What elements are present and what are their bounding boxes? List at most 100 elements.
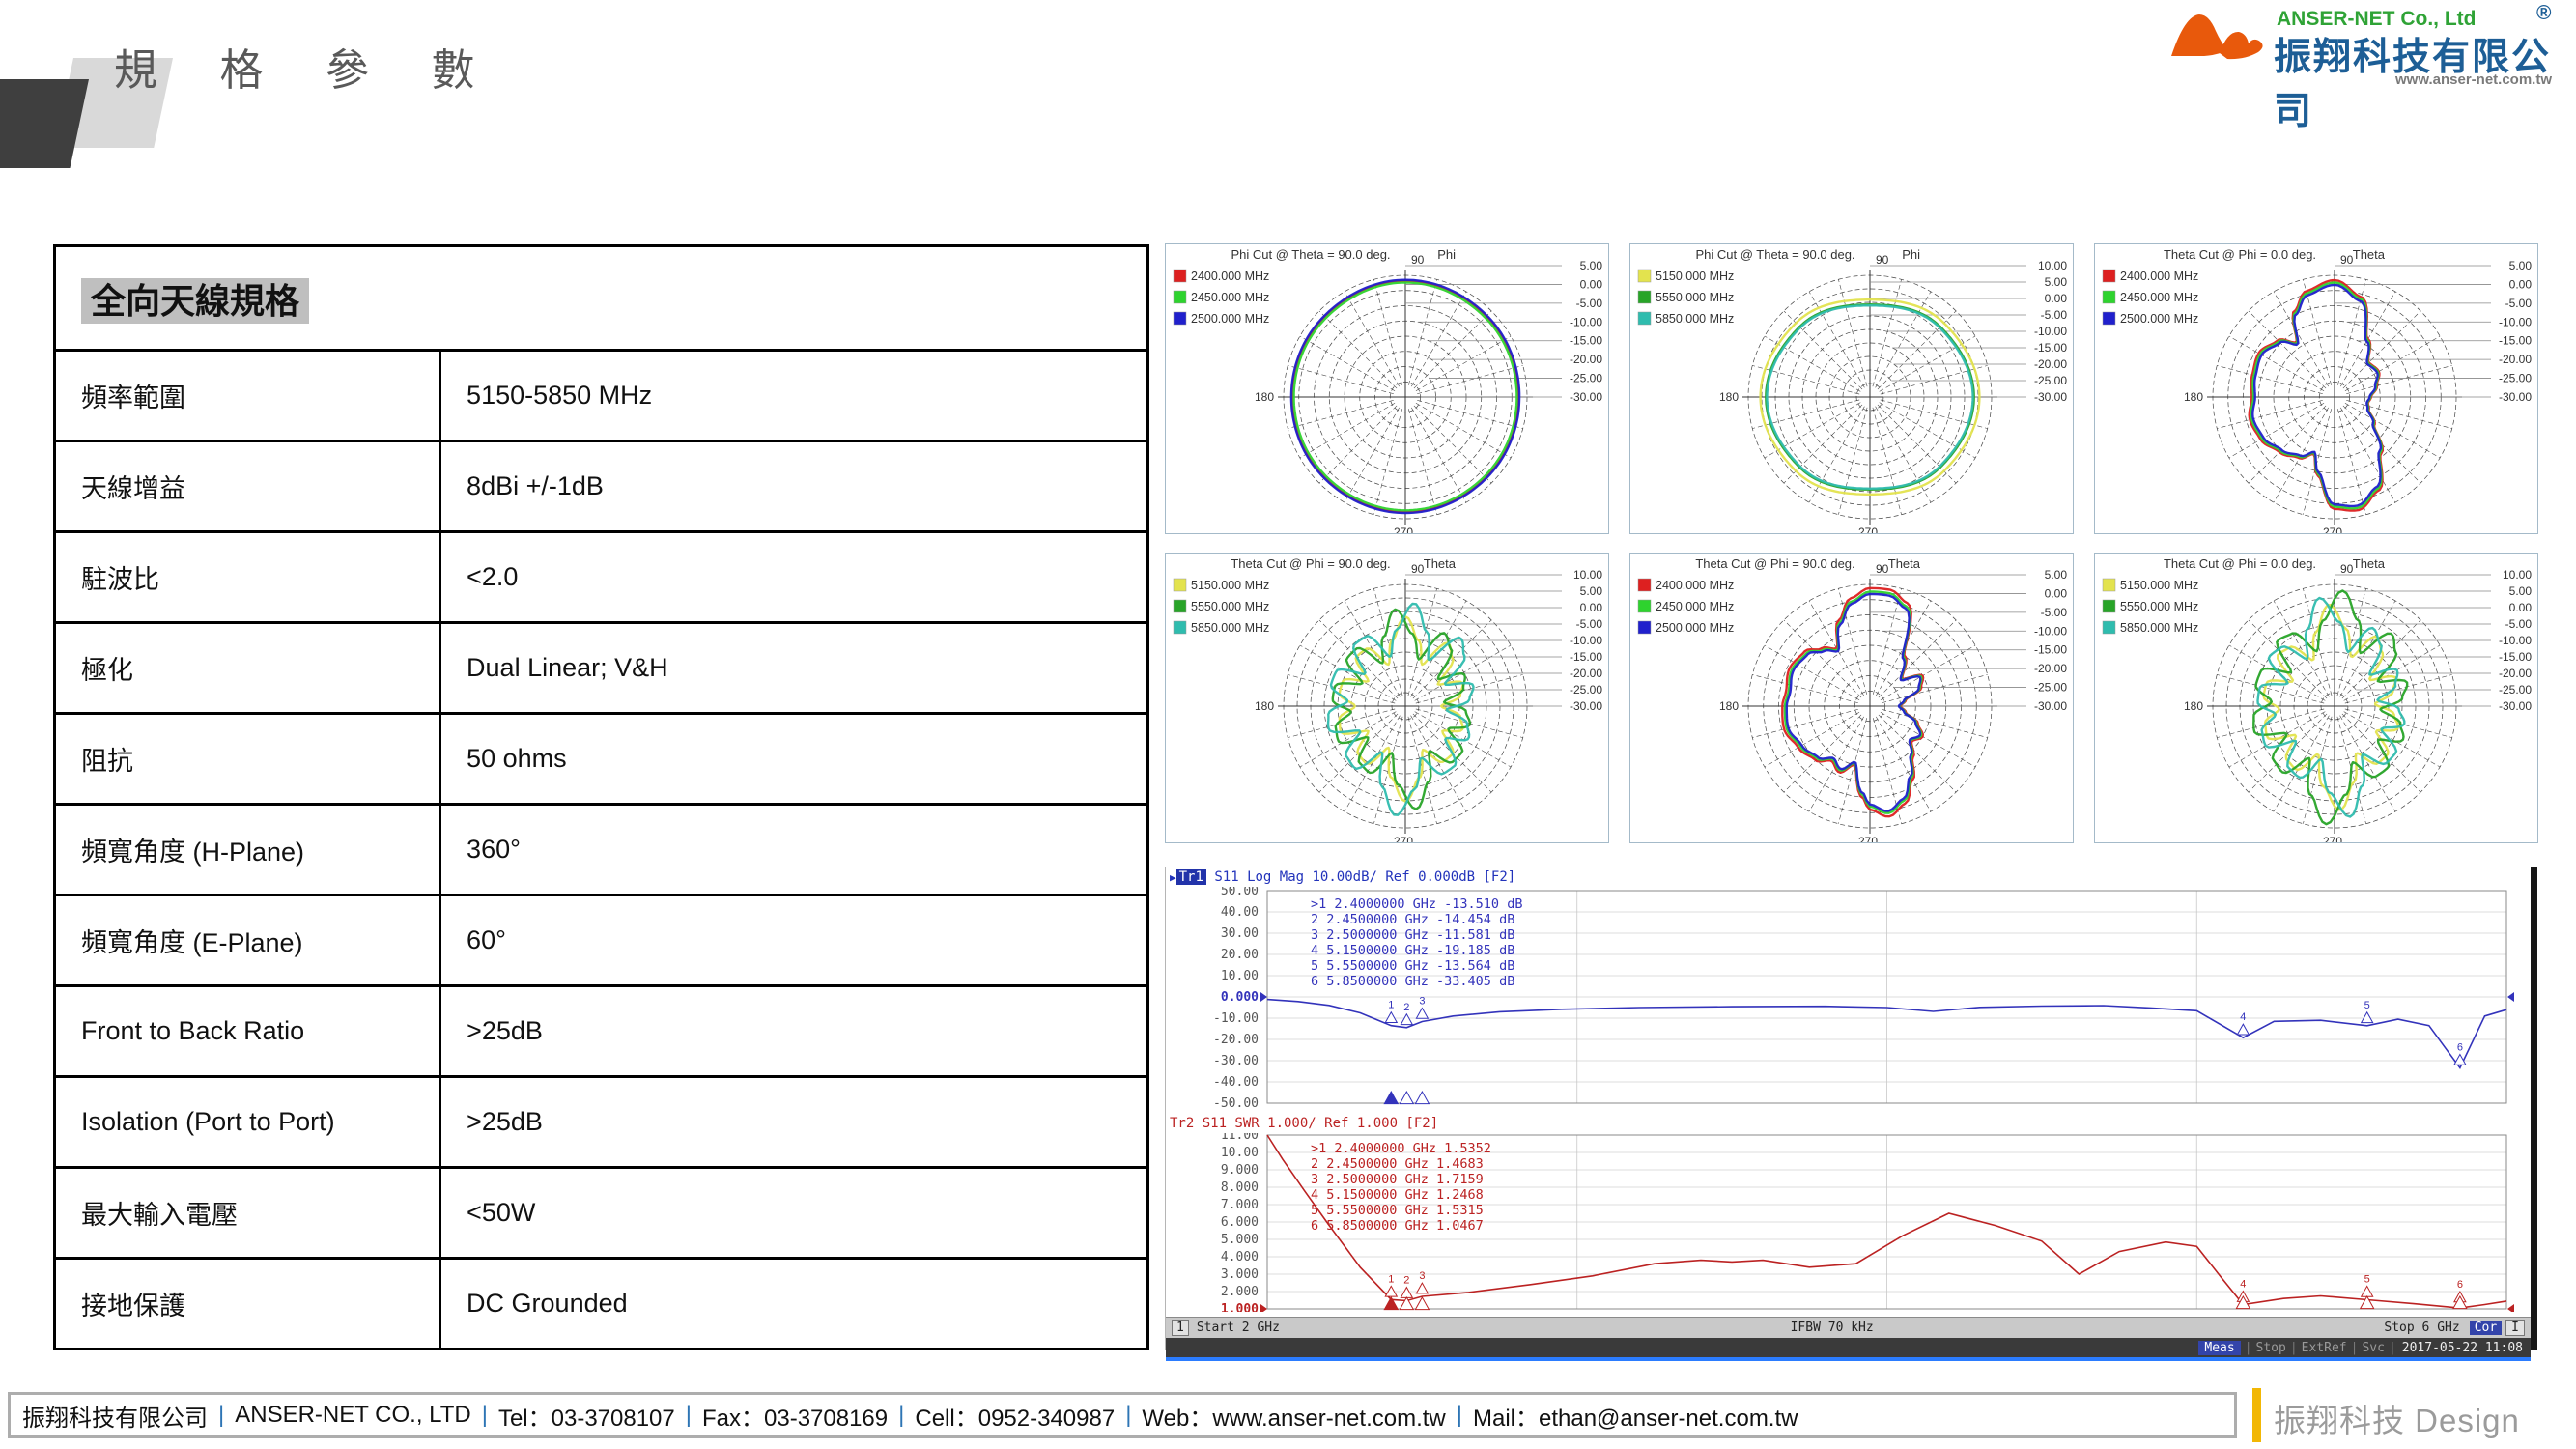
y-tick-label: 20.00 (1221, 948, 1259, 962)
y-tick-label: 40.00 (1221, 905, 1259, 920)
marker-triangle (2235, 1294, 2251, 1310)
radiation-trace-2500.000-MHz (2251, 283, 2383, 508)
tr1-svg: 50.00 40.00 30.00 20.00 10.00 0.000 -10.00 -20.… (1213, 884, 2514, 1111)
logo-mountain-right (2220, 31, 2263, 60)
table-row: 頻寬角度 (E-Plane) 60° (52, 894, 1149, 987)
y-tick-label: -10.00 (1213, 1011, 1259, 1026)
polar-spoke (1880, 712, 1976, 768)
radial-tick-label: -25.00 (2034, 681, 2067, 695)
legend-swatch (2102, 311, 2116, 326)
polar-spoke (1752, 674, 1858, 704)
radial-tick-label: 0.00 (1580, 277, 1603, 291)
legend-label: 2400.000 MHz (1191, 270, 1269, 283)
chart-title: Phi Cut @ Theta = 90.0 deg. (1695, 247, 1854, 262)
axis-name-label: Theta (2353, 247, 2386, 262)
company-logo-icon (2171, 14, 2263, 60)
marker-triangle (1400, 1012, 1414, 1026)
radial-tick-label: 5.00 (2045, 275, 2068, 289)
y-tick-label: 0.000 (1221, 990, 1259, 1005)
polar-spoke (1872, 588, 1902, 695)
marker-number: 5 (2364, 1273, 2370, 1285)
polar-spoke (2343, 711, 2441, 768)
angle-label-90: 90 (1876, 253, 1889, 267)
polar-spoke (2336, 279, 2366, 385)
polar-spoke (1407, 279, 1437, 385)
marker-triangle (2360, 1010, 2374, 1024)
spec-label: 頻寬角度 (H-Plane) (52, 803, 442, 896)
radial-tick-label: 5.00 (1580, 259, 1603, 272)
pattern-4-svg: 10.00 5.00 0.00 -5.00 -10.00 -15.00 -20.00 -25.… (1173, 556, 1603, 848)
legend-swatch (1173, 311, 1187, 326)
marker-triangle (1415, 1007, 1430, 1019)
company-website: www.anser-net.com.tw (2395, 71, 2552, 88)
spec-value: >25dB (439, 1075, 1149, 1169)
polar-spoke (1877, 404, 1957, 484)
radial-tick-label: -30.00 (2034, 699, 2067, 713)
angle-label-180: 180 (2184, 699, 2203, 713)
spec-value: 360° (439, 803, 1149, 896)
marker-triangle (1399, 1295, 1415, 1311)
radiation-pattern-chart-pattern-2: 10.00 5.00 0.00 -5.00 -10.00 -15.00 -20.00 -25.… (1629, 243, 2074, 539)
legend-swatch (1637, 620, 1652, 635)
polar-spoke (1838, 588, 1868, 695)
menu-separator: | (2388, 1340, 2396, 1355)
polar-spoke (2344, 674, 2452, 704)
design-accent-bar (2252, 1388, 2261, 1442)
polar-spoke (1764, 712, 1860, 768)
marker-readout-5: 5 5.5500000 GHz 1.5315 (1311, 1203, 1484, 1218)
marker-readout-5: 5 5.5500000 GHz -13.564 dB (1311, 958, 1514, 974)
polar-spoke (2217, 708, 2325, 738)
radiation-trace-2400.000-MHz (2248, 278, 2385, 512)
table-row: Isolation (Port to Port) >25dB (52, 1075, 1149, 1169)
y-tick-label: 11.00 (1221, 1133, 1259, 1143)
radial-tick-label: -10.00 (1570, 315, 1602, 328)
radiation-trace-5850.000-MHz (1326, 602, 1475, 816)
legend-label: 5150.000 MHz (1191, 579, 1269, 592)
marker-triangle (1384, 1010, 1399, 1024)
angle-label-270: 270 (2323, 835, 2342, 842)
polar-spoke (1411, 291, 1467, 387)
marker-readout-3: 3 2.5000000 GHz 1.7159 (1311, 1172, 1484, 1187)
marker-triangle (1399, 1090, 1415, 1105)
marker-triangle (1383, 1295, 1400, 1311)
marker-triangle (2452, 1294, 2468, 1310)
radial-tick-label: 10.00 (2038, 259, 2067, 272)
pattern-3-svg: 5.00 0.00 -5.00 -10.00 -15.00 -20.00 -25.00 -30… (2102, 247, 2532, 539)
polar-spoke (1288, 365, 1394, 395)
angle-label-90: 90 (2340, 253, 2354, 267)
pattern-2-svg: 10.00 5.00 0.00 -5.00 -10.00 -15.00 -20.00 -25.… (1637, 247, 2068, 539)
legend-label: 5550.000 MHz (1191, 600, 1269, 613)
legend-swatch (1173, 599, 1187, 613)
radial-tick-label: -10.00 (2499, 634, 2532, 647)
footer-item: Mail：ethan@anser-net.com.tw (1472, 1405, 1798, 1432)
marker-number: 4 (2240, 1011, 2246, 1023)
radiation-trace-5850.000-MHz (1766, 304, 1974, 490)
angle-label-90: 90 (2340, 562, 2354, 576)
axis-name-label: Phi (1437, 247, 1456, 262)
spec-label: 天線增益 (52, 440, 442, 533)
polar-spoke (2341, 713, 2421, 793)
legend-label: 5150.000 MHz (2120, 579, 2198, 592)
radiation-trace-2450.000-MHz (1783, 590, 1923, 814)
menu-separator: | (2289, 1340, 2298, 1355)
polar-spoke (1373, 409, 1403, 515)
polar-spoke (1299, 644, 1397, 701)
radial-tick-label: -5.00 (2041, 606, 2068, 619)
vna-menu-item-svc: Svc (2362, 1340, 2385, 1355)
y-tick-label: 10.00 (1221, 1146, 1259, 1160)
footer-separator: | (481, 1402, 488, 1428)
polar-spoke (1299, 335, 1396, 391)
polar-spoke (1344, 600, 1401, 697)
footer-separator: | (218, 1402, 225, 1428)
radial-tick-label: 0.00 (1580, 601, 1603, 614)
spec-value: Dual Linear; V&H (439, 621, 1149, 715)
table-row: Front to Back Ratio >25dB (52, 984, 1149, 1078)
polar-spoke (1344, 407, 1400, 503)
polar-spoke (1764, 335, 1861, 392)
legend-swatch (2102, 620, 2116, 635)
polar-spoke (1879, 402, 1976, 459)
radial-tick-label: 5.00 (2509, 584, 2533, 598)
tr2-svg: 11.00 10.00 9.000 8.000 7.000 6.000 5.000 4.000… (1221, 1128, 2514, 1317)
radiation-trace-5850.000-MHz (2256, 596, 2406, 818)
ref-level-pointer-right (2507, 1304, 2514, 1314)
